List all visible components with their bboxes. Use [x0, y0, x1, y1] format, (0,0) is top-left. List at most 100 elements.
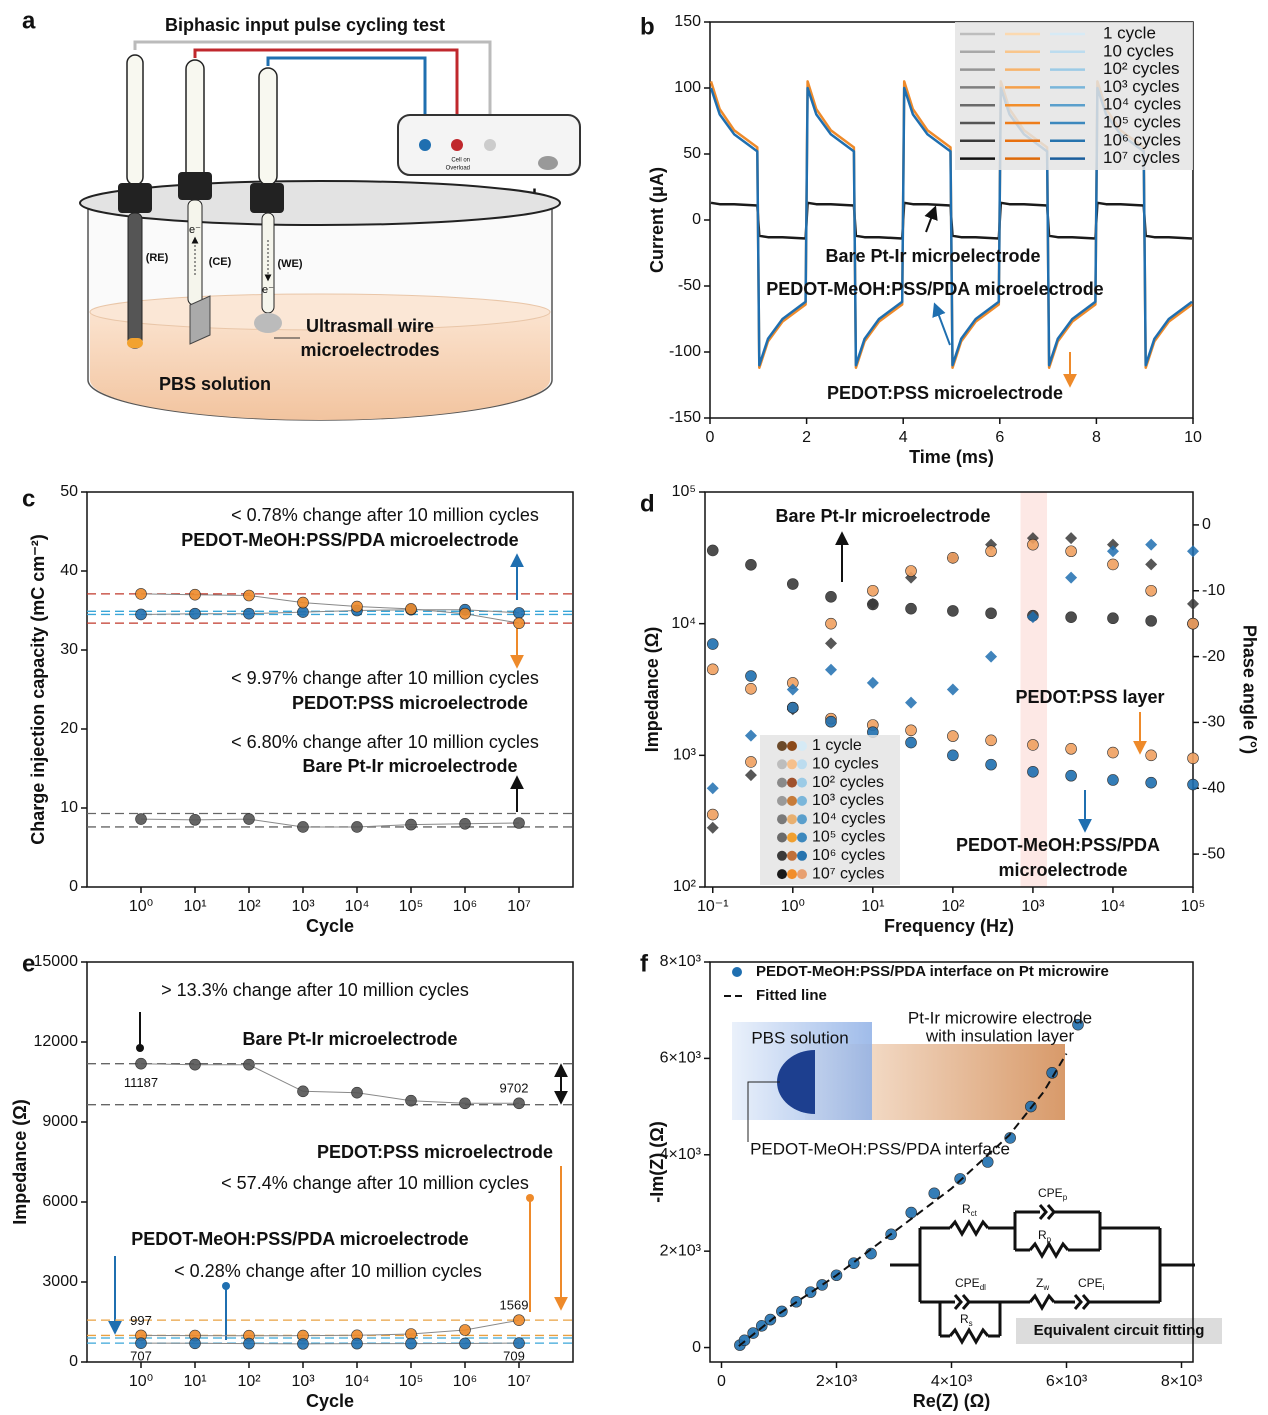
x-tick-label: 10¹	[183, 898, 206, 915]
marker	[981, 1156, 994, 1168]
y-tick-label: 0	[692, 211, 701, 228]
marker	[1027, 538, 1039, 551]
y2-tick-label: 0	[1202, 516, 1211, 533]
annotation: Bare Pt-Ir microelectrode	[775, 506, 990, 526]
legend-box	[955, 22, 1193, 170]
inset-f	[732, 1022, 1222, 1345]
marker	[1145, 749, 1157, 762]
circuit-label: Rct	[962, 1202, 978, 1218]
inset-label: PEDOT-MeOH:PSS/PDA interface	[750, 1139, 1010, 1158]
legend-label: PEDOT-MeOH:PSS/PDA interface on Pt micro…	[756, 963, 1109, 980]
marker	[1145, 558, 1158, 571]
port	[484, 139, 496, 151]
x-tick-label: 10⁶	[453, 1373, 477, 1390]
marker	[1065, 611, 1077, 623]
x-tick-label: 6	[995, 429, 1004, 446]
marker	[985, 545, 997, 558]
y-tick-label: 100	[674, 79, 701, 96]
x-tick-label: 4×10³	[931, 1373, 973, 1390]
data-label: 997	[130, 1313, 152, 1328]
legend-swatch	[797, 795, 807, 806]
marker	[1106, 538, 1119, 551]
electrode-ce	[185, 59, 205, 186]
marker	[954, 1173, 966, 1185]
x-tick-label: 10⁴	[345, 1373, 370, 1390]
y-axis-label: Charge injection capacity (mC cm⁻²)	[28, 534, 48, 845]
marker	[744, 729, 757, 742]
series-name: PEDOT:PSS microelectrode	[292, 693, 528, 713]
y-tick-label: 10⁵	[672, 483, 696, 500]
x-tick-label: 10⁰	[129, 898, 153, 915]
marker	[243, 607, 255, 620]
highlight-band	[1020, 492, 1048, 887]
marker	[1106, 545, 1119, 558]
legend-swatch	[797, 814, 807, 825]
marker	[405, 1094, 417, 1107]
y-axis-label: -Im(Z) (Ω)	[647, 1121, 667, 1202]
caption-box	[1016, 1318, 1222, 1344]
marker	[405, 1337, 417, 1350]
series-line	[140, 609, 520, 615]
wire-we	[266, 56, 427, 140]
legend-swatch	[777, 832, 787, 843]
series-name: PEDOT-MeOH:PSS/PDA microelectrode	[181, 530, 518, 550]
y-tick-label: 20	[60, 720, 78, 737]
y-tick-label: -50	[678, 277, 701, 294]
panel-label: b	[640, 13, 655, 40]
electrode-label: (RE)	[146, 252, 169, 264]
marker	[1107, 746, 1119, 759]
legend-swatch	[787, 869, 797, 880]
we-tip	[254, 313, 282, 333]
marker	[706, 821, 719, 834]
marker	[1145, 538, 1158, 551]
marker	[905, 696, 918, 709]
x-tick-label: 10	[1184, 429, 1202, 446]
electron: e⁻	[262, 284, 274, 296]
y-tick-label: 30	[60, 641, 78, 658]
electrode-re	[126, 54, 144, 186]
marker	[135, 813, 147, 825]
marker	[947, 605, 959, 617]
x-axis-label: Cycle	[306, 1391, 354, 1411]
legend-label: 10⁷ cycles	[812, 865, 884, 882]
marker	[189, 814, 201, 826]
series-line	[140, 593, 520, 624]
series-name: PEDOT-MeOH:PSS/PDA microelectrode	[131, 1229, 468, 1249]
circuit-label: Rs	[960, 1312, 973, 1328]
pointer-dot	[222, 1282, 230, 1290]
x-axis-label: Re(Z) (Ω)	[913, 1391, 990, 1411]
inset-label: PBS solution	[751, 1028, 848, 1047]
solution	[90, 312, 550, 420]
marker	[1026, 611, 1039, 624]
legend-label: 10³ cycles	[1103, 77, 1180, 96]
marker	[459, 817, 471, 830]
y-tick-label: 10³	[673, 747, 697, 764]
marker	[866, 597, 879, 610]
legend-label: 10 cycles	[1103, 41, 1174, 60]
y-tick-label: -100	[669, 343, 701, 360]
marker	[745, 670, 757, 682]
marker	[1004, 1132, 1016, 1144]
wire-re	[133, 40, 492, 140]
y2-axis-label: Phase angle (°)	[1239, 625, 1259, 754]
marker	[816, 1279, 828, 1291]
chart: c 10⁰ 10¹ 10² 10³ 10⁴ 10⁵ 10⁶ 10⁷ 0 10 20 30 40 50 Cycl…	[22, 483, 574, 936]
marker	[513, 607, 525, 619]
x-axis-label: Time (ms)	[909, 447, 994, 467]
y-tick-label: 50	[683, 145, 701, 162]
subscript: p	[1063, 1193, 1068, 1202]
x-tick-label: 8×10³	[1161, 1373, 1203, 1390]
inset-caption: Equivalent circuit fitting	[1034, 1322, 1205, 1339]
marker	[1187, 778, 1199, 791]
x-axis-label: Frequency (Hz)	[884, 916, 1014, 936]
panel-label: c	[22, 485, 35, 512]
legend-label: 10⁵ cycles	[812, 829, 885, 846]
marker	[867, 584, 879, 597]
y-tick-label: -150	[669, 409, 701, 426]
legend-label: 10⁶ cycles	[1103, 130, 1181, 149]
subscript: w	[1042, 1283, 1049, 1292]
cap	[250, 183, 284, 213]
marker	[513, 1097, 525, 1110]
re-body	[127, 212, 143, 349]
